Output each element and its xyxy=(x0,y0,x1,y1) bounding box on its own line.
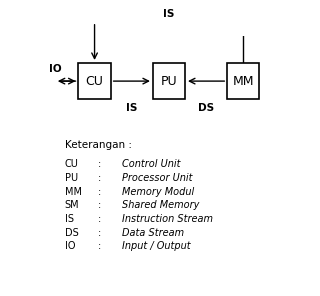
Text: Processor Unit: Processor Unit xyxy=(122,173,192,183)
Text: DS: DS xyxy=(65,228,78,238)
Text: DS: DS xyxy=(198,103,214,113)
Text: PU: PU xyxy=(65,173,78,183)
Text: Control Unit: Control Unit xyxy=(122,159,180,169)
Text: :: : xyxy=(98,214,101,224)
Text: IO: IO xyxy=(49,64,61,74)
Text: IO: IO xyxy=(65,241,75,251)
Text: Shared Memory: Shared Memory xyxy=(122,200,199,210)
Text: CU: CU xyxy=(86,75,103,88)
Text: IS: IS xyxy=(163,9,175,19)
Text: Instruction Stream: Instruction Stream xyxy=(122,214,213,224)
Text: Memory Modul: Memory Modul xyxy=(122,187,194,197)
Text: IS: IS xyxy=(65,214,74,224)
Text: MM: MM xyxy=(233,75,254,88)
Text: PU: PU xyxy=(161,75,177,88)
Text: CU: CU xyxy=(65,159,79,169)
Text: :: : xyxy=(98,159,101,169)
FancyBboxPatch shape xyxy=(78,63,111,99)
FancyBboxPatch shape xyxy=(153,63,185,99)
Text: SM: SM xyxy=(65,200,79,210)
Text: Input / Output: Input / Output xyxy=(122,241,190,251)
Text: Data Stream: Data Stream xyxy=(122,228,184,238)
FancyBboxPatch shape xyxy=(227,63,260,99)
Text: Keterangan :: Keterangan : xyxy=(65,140,132,150)
Text: MM: MM xyxy=(65,187,82,197)
Text: :: : xyxy=(98,241,101,251)
Text: :: : xyxy=(98,200,101,210)
Text: IS: IS xyxy=(126,103,138,113)
Text: :: : xyxy=(98,187,101,197)
Text: :: : xyxy=(98,228,101,238)
Text: :: : xyxy=(98,173,101,183)
